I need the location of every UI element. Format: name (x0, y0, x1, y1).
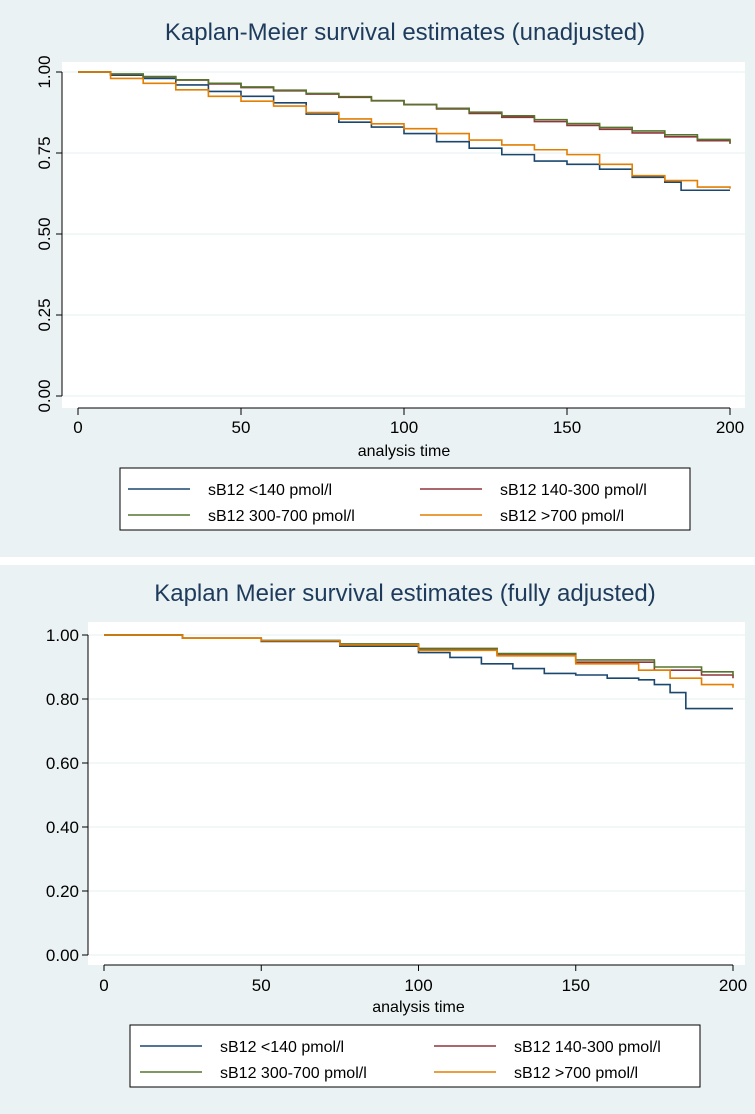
legend-label: sB12 >700 pmol/l (514, 1065, 638, 1082)
plot-area (62, 62, 745, 408)
y-tick-label: 0.00 (35, 379, 54, 412)
legend-label: sB12 <140 pmol/l (220, 1039, 344, 1056)
y-tick-label: 0.40 (46, 818, 79, 837)
legend-box (129, 1024, 701, 1088)
x-axis-label: analysis time (358, 443, 451, 460)
x-tick-label: 50 (252, 976, 271, 995)
y-tick-label: 0.20 (46, 882, 79, 901)
y-tick-label: 1.00 (35, 55, 54, 88)
chart-title: Kaplan Meier survival estimates (fully a… (154, 580, 656, 607)
y-tick-label: 0.60 (46, 754, 79, 773)
y-tick-label: 0.75 (35, 136, 54, 169)
y-tick-label: 0.50 (35, 217, 54, 250)
x-tick-label: 0 (99, 976, 108, 995)
chart-title: Kaplan-Meier survival estimates (unadjus… (165, 19, 645, 46)
x-tick-label: 200 (719, 976, 747, 995)
series-line-3 (78, 71, 731, 144)
y-tick-label: 0.80 (46, 690, 79, 709)
km-chart-unadjusted: Kaplan-Meier survival estimates (unadjus… (35, 19, 745, 531)
legend-box (119, 467, 691, 531)
x-tick-label: 0 (73, 418, 82, 437)
x-tick-label: 50 (232, 418, 251, 437)
legend-label: sB12 >700 pmol/l (500, 508, 624, 525)
chart-panel-unadjusted: Kaplan-Meier survival estimates (unadjus… (0, 0, 755, 557)
km-chart-adjusted: Kaplan Meier survival estimates (fully a… (46, 580, 747, 1088)
y-tick-label: 1.00 (46, 626, 79, 645)
legend-label: sB12 140-300 pmol/l (514, 1039, 661, 1056)
series-line-4 (78, 71, 731, 189)
legend-label: sB12 300-700 pmol/l (208, 508, 355, 525)
y-tick-label: 0.00 (46, 946, 79, 965)
chart-panel-adjusted: Kaplan Meier survival estimates (fully a… (0, 565, 755, 1114)
legend-label: sB12 <140 pmol/l (208, 482, 332, 499)
x-axis-label: analysis time (372, 999, 465, 1016)
x-tick-label: 200 (716, 418, 744, 437)
y-tick-label: 0.25 (35, 298, 54, 331)
x-tick-label: 100 (404, 976, 432, 995)
plot-area (88, 622, 745, 965)
legend-label: sB12 140-300 pmol/l (500, 482, 647, 499)
series-line-4 (104, 634, 734, 688)
x-tick-label: 150 (553, 418, 581, 437)
legend-label: sB12 300-700 pmol/l (220, 1065, 367, 1082)
x-tick-label: 150 (562, 976, 590, 995)
x-tick-label: 100 (390, 418, 418, 437)
